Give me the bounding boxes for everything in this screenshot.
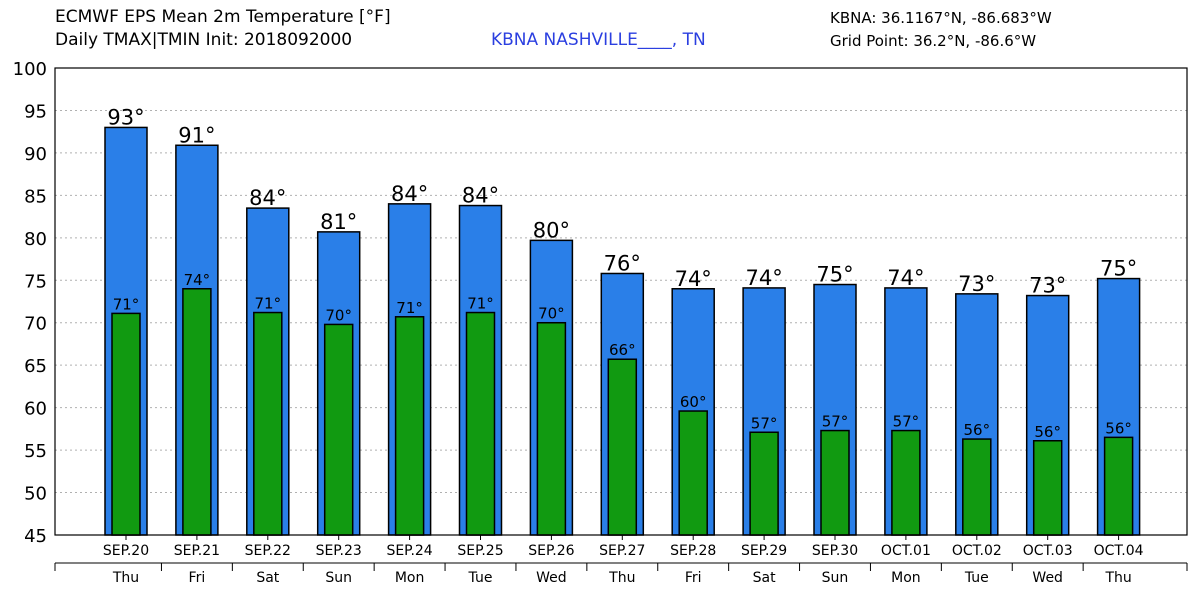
y-tick-label: 85 (24, 186, 47, 207)
tmax-label: 74° (887, 266, 924, 290)
tmin-bar (607, 358, 638, 536)
tmax-label: 84° (249, 186, 286, 210)
tmax-label: 84° (391, 182, 428, 206)
y-tick-label: 45 (24, 526, 47, 547)
station-coordinates: KBNA: 36.1167°N, -86.683°W (830, 9, 1052, 27)
x-weekday-label: Sat (753, 570, 776, 586)
x-weekday-label: Tue (468, 570, 493, 586)
x-weekday-label: Sun (822, 570, 849, 586)
x-date-label: SEP.24 (386, 543, 432, 559)
y-tick-label: 95 (24, 101, 47, 122)
tmin-bar (962, 438, 992, 536)
y-tick-label: 65 (24, 356, 47, 377)
x-weekday-label: Fri (685, 570, 702, 586)
x-date-label: OCT.03 (1023, 543, 1073, 559)
y-tick-label: 75 (24, 271, 47, 292)
tmin-bar (749, 431, 779, 536)
x-date-label: SEP.22 (245, 543, 291, 559)
tmin-label: 57° (822, 413, 849, 431)
grid-point: Grid Point: 36.2°N, -86.6°W (830, 32, 1037, 50)
tmin-bar (465, 311, 496, 536)
y-tick-label: 60 (24, 399, 47, 420)
tmin-label: 71° (255, 295, 282, 313)
tmax-label: 84° (462, 184, 499, 208)
tmin-bar (891, 429, 921, 536)
x-date-label: OCT.01 (881, 543, 931, 559)
tmin-bar (323, 323, 354, 536)
x-weekday-label: Sat (256, 570, 279, 586)
tmin-label: 56° (964, 421, 991, 439)
tmax-label: 91° (178, 123, 215, 147)
x-weekday-label: Tue (964, 570, 989, 586)
plot-frame (54, 67, 1188, 536)
tmin-bar (1103, 436, 1134, 536)
tmin-bar (820, 429, 850, 536)
x-date-label: SEP.20 (103, 543, 149, 559)
y-tick-label: 55 (24, 441, 47, 462)
x-weekday-label: Wed (536, 570, 567, 586)
tmin-bar (394, 316, 425, 536)
x-weekday-label: Thu (1104, 570, 1131, 586)
tmin-bar (111, 312, 141, 536)
tmin-bar (253, 311, 283, 536)
tmax-label: 75° (1100, 257, 1137, 281)
y-tick-label: 70 (24, 314, 47, 335)
y-tick-label: 50 (24, 484, 47, 505)
tmin-label: 56° (1105, 419, 1132, 437)
y-tick-label: 100 (13, 59, 47, 80)
tmin-label: 71° (113, 295, 140, 313)
y-axis-ticks: 45 50 55 60 65 70 75 80 85 90 95 100 (13, 59, 47, 547)
x-date-label: SEP.25 (457, 543, 503, 559)
tmax-label: 93° (107, 105, 144, 129)
tmax-label: 74° (745, 266, 782, 290)
x-date-label: SEP.29 (741, 543, 787, 559)
tmin-label: 71° (396, 299, 423, 317)
tmin-label: 60° (680, 393, 707, 411)
bars: 93° 71° 91° 74° 84° 71° 81° 70° 84° 71° 84° 71° 80° 7… (104, 105, 1141, 536)
x-weekday-label: Fri (189, 570, 206, 586)
station-name: KBNA NASHVILLE____, TN (491, 30, 706, 50)
tmin-label: 74° (184, 271, 211, 289)
x-weekday-label: Wed (1032, 570, 1063, 586)
tmin-label: 70° (325, 306, 352, 324)
x-weekday-label: Sun (325, 570, 352, 586)
tmax-label: 74° (675, 267, 712, 291)
x-date-label: SEP.30 (812, 543, 858, 559)
tmin-label: 71° (467, 295, 494, 313)
y-tick-label: 90 (24, 144, 47, 165)
tmin-bar (182, 288, 212, 536)
tmax-label: 75° (816, 263, 853, 287)
tmin-label: 66° (609, 341, 636, 359)
tmin-bar (536, 321, 567, 536)
x-weekday-label: Mon (891, 570, 921, 586)
x-axis: SEP.20 Thu SEP.21 Fri SEP.22 Sat SEP.23 Sun SEP.… (54, 535, 1188, 586)
tmax-label: 81° (320, 210, 357, 234)
tmax-label: 73° (958, 272, 995, 296)
tmax-label: 76° (604, 251, 641, 275)
tmin-label: 57° (893, 413, 920, 431)
chart-title: ECMWF EPS Mean 2m Temperature [°F] (55, 7, 391, 27)
x-weekday-label: Thu (608, 570, 635, 586)
x-weekday-label: Thu (112, 570, 139, 586)
x-weekday-label: Mon (395, 570, 425, 586)
tmin-label: 70° (538, 305, 565, 323)
tmin-bar (678, 410, 708, 536)
x-date-label: SEP.28 (670, 543, 716, 559)
tmin-bar (1032, 440, 1063, 536)
y-tick-label: 80 (24, 229, 47, 250)
tmax-label: 73° (1029, 274, 1066, 298)
x-date-label: SEP.27 (599, 543, 645, 559)
x-date-label: SEP.26 (528, 543, 574, 559)
x-date-label: SEP.23 (316, 543, 362, 559)
tmin-label: 57° (751, 414, 778, 432)
tmin-label: 56° (1034, 423, 1061, 441)
x-date-label: OCT.04 (1094, 543, 1144, 559)
x-date-label: OCT.02 (952, 543, 1002, 559)
chart-subtitle: Daily TMAX|TMIN Init: 2018092000 (55, 30, 353, 50)
tmax-label: 80° (533, 218, 570, 242)
x-date-label: SEP.21 (174, 543, 220, 559)
